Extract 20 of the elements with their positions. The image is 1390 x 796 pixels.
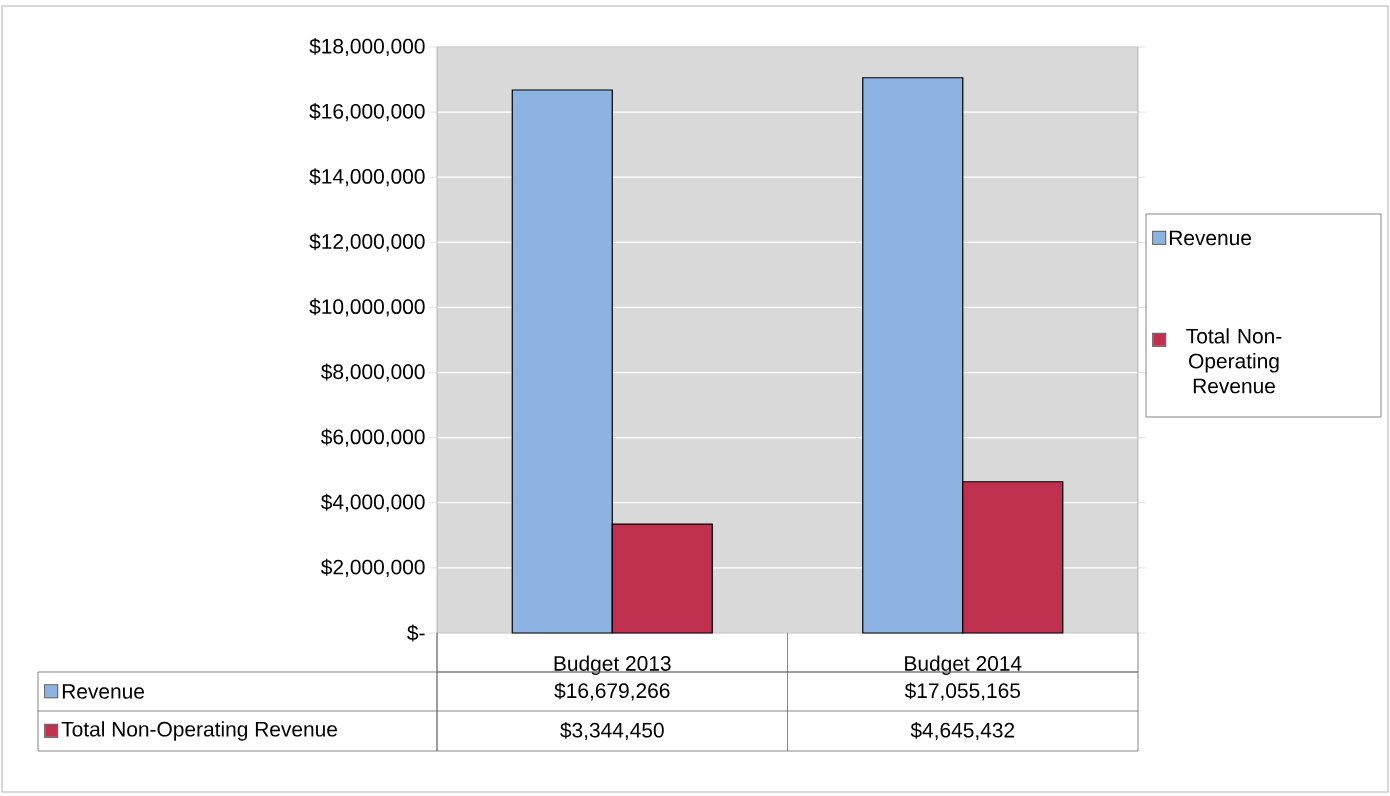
y-tick-label: $16,000,000 [309, 103, 425, 122]
data-label: $3,344,450 [560, 721, 664, 741]
y-tick-label: $4,000,000 [321, 493, 425, 512]
text: Total Non-Operating Revenue [61, 721, 337, 741]
legend-label: Total Non-Operating Revenue [1186, 328, 1282, 394]
x-tick-label: Budget 2013 [554, 655, 671, 676]
y-tick-label: $- [407, 624, 425, 642]
y-tick-label: $14,000,000 [309, 168, 425, 187]
x-tick-label: Budget 2014 [905, 655, 1022, 676]
data-label: $16,679,266 [554, 682, 670, 701]
y-tick-label: $2,000,000 [321, 558, 425, 577]
y-tick-label: $6,000,000 [321, 428, 425, 447]
y-tick-label: $12,000,000 [309, 233, 425, 252]
data-label: $4,645,432 [910, 721, 1015, 741]
y-tick-label: $10,000,000 [309, 298, 425, 317]
legend-label: Revenue [1169, 230, 1252, 246]
y-tick-label: $18,000,000 [309, 37, 425, 57]
y-tick-label: $8,000,000 [321, 363, 425, 382]
data-label: $17,055,165 [904, 682, 1021, 701]
text: Revenue [62, 684, 144, 699]
